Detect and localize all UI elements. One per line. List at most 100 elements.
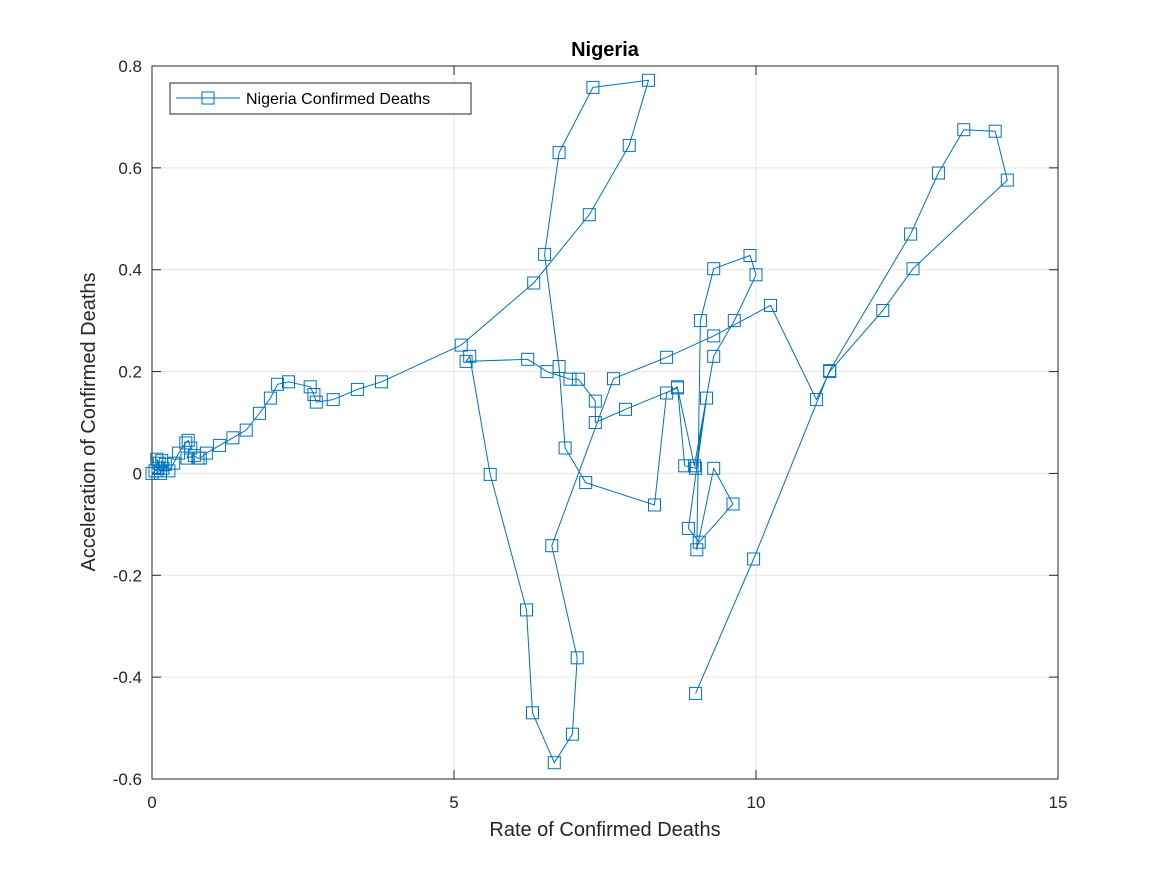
data-point-marker — [459, 354, 473, 368]
data-point-marker — [271, 377, 285, 391]
data-point-marker — [213, 438, 227, 452]
y-tick-label: -0.4 — [113, 668, 142, 687]
data-point-marker — [375, 375, 388, 389]
data-point-marker — [749, 268, 763, 282]
tick-labels: 0 5 10 15 -0.6 -0.4 -0.2 0 0.2 0.4 0.6 0.8 — [113, 57, 1068, 812]
data-point-marker — [282, 375, 295, 389]
y-tick-label: 0.2 — [118, 363, 142, 382]
data-point-marker — [707, 329, 721, 343]
data-point-marker — [726, 497, 740, 511]
data-point-marker — [162, 464, 176, 478]
data-point-marker — [571, 372, 585, 386]
data-point-marker — [809, 393, 823, 407]
data-point-marker — [588, 416, 602, 429]
data-point-marker — [693, 314, 707, 328]
data-point-marker — [764, 298, 777, 312]
axis-ticks — [151, 65, 1059, 780]
y-tick-label: 0 — [133, 464, 142, 483]
x-tick-label: 10 — [747, 793, 766, 812]
data-point-marker — [692, 535, 706, 549]
data-point-marker — [199, 446, 213, 460]
data-point-marker — [743, 249, 757, 262]
grid-lines — [152, 66, 1058, 779]
data-point-marker — [660, 350, 674, 364]
data-point-marker — [526, 706, 539, 720]
data-point-marker — [622, 138, 636, 152]
y-tick-label: -0.6 — [113, 770, 142, 789]
data-point-marker — [906, 262, 920, 276]
series-layer — [145, 73, 1014, 770]
data-point-marker — [158, 457, 172, 471]
y-tick-label: -0.2 — [113, 566, 142, 585]
data-point-marker — [607, 372, 620, 386]
plot-area-frame — [151, 65, 1059, 780]
data-point-marker — [253, 406, 266, 420]
data-point-marker — [154, 464, 167, 478]
data-point-marker — [689, 686, 703, 700]
data-point-marker — [671, 381, 684, 395]
y-tick-label: 0.6 — [118, 159, 142, 178]
data-point-marker — [681, 521, 695, 535]
data-point-marker — [184, 441, 198, 455]
data-point-marker — [582, 208, 596, 222]
data-point-marker — [483, 467, 497, 481]
data-point-marker — [226, 431, 240, 445]
data-point-marker — [180, 451, 194, 465]
data-point-marker — [727, 314, 741, 328]
x-tick-label: 5 — [449, 793, 458, 812]
data-point-marker — [707, 461, 721, 475]
data-point-marker — [538, 247, 552, 261]
data-point-marker — [988, 124, 1002, 138]
y-tick-label: 0.4 — [118, 261, 142, 280]
legend-marker-square — [201, 91, 215, 105]
data-point-marker — [700, 391, 713, 405]
plot-area-background — [152, 66, 1058, 779]
data-point-marker — [904, 227, 918, 241]
data-point-marker — [619, 402, 632, 416]
series-line — [151, 79, 1008, 764]
data-point-marker — [520, 603, 533, 617]
data-point-marker — [527, 276, 541, 290]
data-point-marker — [558, 441, 572, 455]
legend: Nigeria Confirmed Deaths — [169, 82, 472, 115]
data-point-marker — [678, 459, 692, 473]
data-point-marker — [239, 423, 253, 437]
data-point-marker — [454, 338, 468, 352]
data-point-marker — [876, 304, 890, 317]
data-point-marker — [747, 552, 761, 566]
y-tick-label: 0.8 — [118, 57, 142, 76]
data-point-marker — [521, 352, 535, 366]
y-axis-label: Acceleration of Confirmed Deaths — [78, 272, 100, 571]
data-point-marker — [648, 498, 661, 512]
data-point-marker — [690, 543, 704, 557]
data-point-marker — [181, 433, 195, 447]
x-tick-label: 15 — [1049, 793, 1068, 812]
data-point-marker — [689, 461, 703, 475]
data-point-marker — [167, 456, 181, 470]
data-point-marker — [309, 395, 323, 409]
data-point-marker — [463, 349, 477, 363]
data-point-marker — [579, 476, 593, 490]
data-point-marker — [823, 364, 837, 378]
data-point-marker — [350, 382, 364, 396]
data-point-marker — [565, 727, 579, 741]
data-point-marker — [588, 394, 602, 408]
data-point-marker — [307, 388, 321, 401]
data-point-marker — [586, 80, 600, 94]
data-point-marker — [540, 365, 554, 379]
data-point-marker — [707, 349, 721, 363]
x-tick-label: 0 — [147, 793, 156, 812]
data-point-marker — [547, 756, 561, 770]
data-point-marker — [570, 651, 584, 665]
data-point-marker — [957, 123, 971, 137]
data-point-marker — [642, 73, 655, 87]
data-point-marker — [687, 459, 701, 473]
data-point-marker — [1000, 173, 1014, 187]
data-point-marker — [263, 391, 277, 405]
chart-title: Nigeria — [571, 39, 640, 61]
data-point-marker — [931, 166, 945, 180]
data-point-marker — [563, 372, 577, 386]
data-point-marker — [303, 380, 317, 394]
data-point-marker — [707, 262, 721, 276]
